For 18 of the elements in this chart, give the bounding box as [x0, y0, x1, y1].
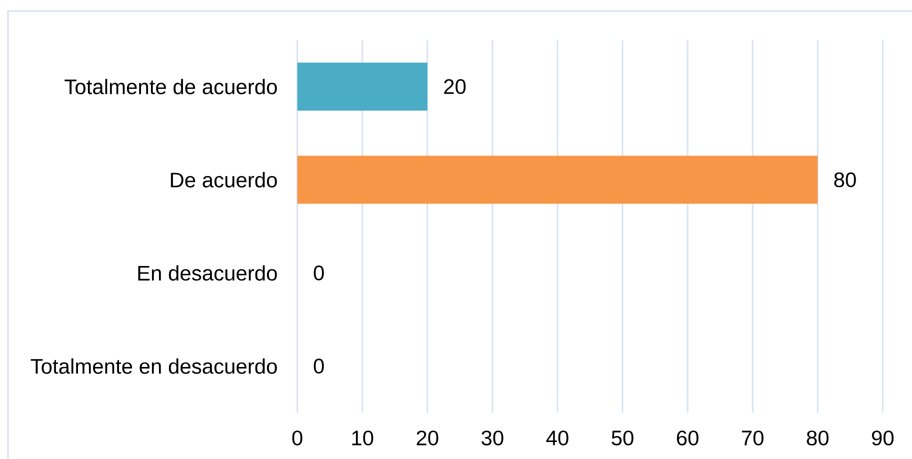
x-tick-label: 60	[676, 430, 698, 446]
data-label: 0	[314, 358, 324, 374]
data-label: 0	[314, 266, 324, 280]
y-tick-label: De acuerdo	[170, 172, 277, 188]
x-tick-label: 30	[482, 430, 504, 446]
x-tick-label: 10	[352, 430, 374, 446]
x-tick-label: 50	[612, 430, 634, 446]
y-tick-label: En desacuerdo	[138, 265, 277, 281]
y-tick-label: Totalmente en desacuerdo	[30, 358, 277, 374]
x-tick-label: 0	[292, 430, 302, 446]
x-tick-label: 70	[742, 430, 764, 446]
data-label: 20	[444, 79, 466, 94]
data-label: 80	[834, 172, 856, 188]
x-tick-label: 40	[546, 430, 568, 446]
x-tick-label: 20	[416, 430, 438, 446]
x-tick-label: 80	[806, 430, 829, 446]
x-tick-label: 90	[872, 430, 894, 446]
y-tick-label: Totalmente de acuerdo	[64, 78, 277, 94]
